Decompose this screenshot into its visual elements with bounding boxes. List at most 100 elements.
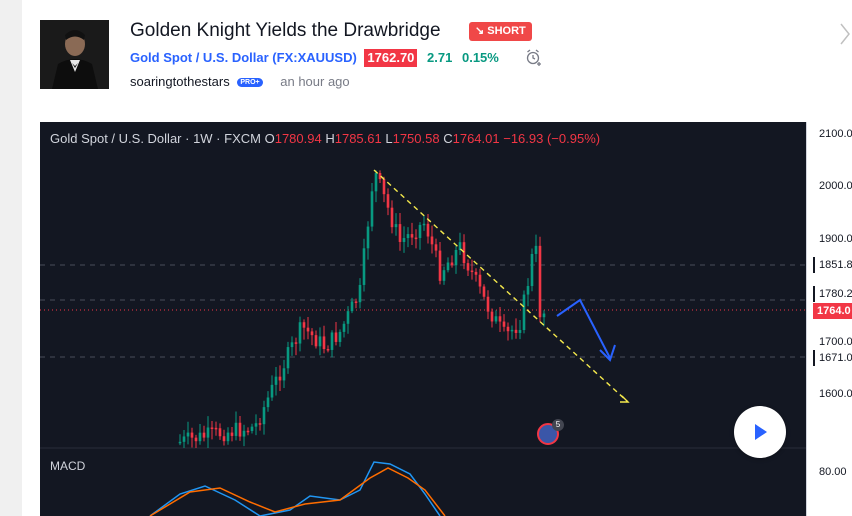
candle-body	[458, 242, 462, 251]
candle-body	[362, 248, 366, 285]
price-change-pct: 0.15%	[461, 50, 499, 65]
candle-body	[198, 432, 202, 442]
candle-body	[222, 436, 226, 442]
price-chart[interactable]: Gold Spot / U.S. Dollar · 1W · FXCM O178…	[40, 122, 852, 516]
candle-body	[454, 250, 458, 266]
candle-body	[234, 422, 238, 436]
play-button[interactable]	[734, 406, 786, 458]
author-name[interactable]: soaringtothestars	[130, 74, 230, 89]
candle-body	[438, 250, 442, 281]
projection-arrow[interactable]	[556, 298, 611, 359]
candle-body	[402, 238, 406, 242]
candle-body	[474, 271, 478, 275]
candle-body	[482, 286, 486, 297]
candle-body	[414, 237, 418, 240]
chevron-right-icon[interactable]	[838, 22, 852, 51]
candle-body	[506, 326, 510, 332]
symbol-row: Gold Spot / U.S. Dollar (FX:XAUUSD) 1762…	[130, 49, 499, 67]
signal-line	[149, 467, 446, 516]
candle-body	[246, 430, 250, 433]
candle-body	[178, 441, 182, 444]
candle-body	[298, 322, 302, 344]
alarm-clock-plus-icon[interactable]	[525, 48, 543, 71]
candle-body	[430, 236, 434, 245]
candle-body	[386, 194, 390, 208]
candle-body	[442, 270, 446, 281]
candle-body	[238, 422, 242, 437]
trendline[interactable]	[373, 169, 629, 403]
price-badge: 1762.70	[364, 49, 418, 67]
candle-body	[522, 294, 526, 331]
price-tag-level: 1851.8	[813, 257, 852, 273]
candle-body	[366, 226, 370, 249]
legend-change: −16.93 (−0.95%)	[503, 131, 601, 146]
short-badge-label: SHORT	[487, 25, 526, 37]
candle-body	[538, 245, 542, 318]
arrow-down-right-icon: ↘	[475, 25, 485, 37]
candle-body	[526, 286, 530, 295]
candle-body	[258, 423, 262, 425]
axis-tick: 1900.00	[819, 233, 852, 245]
candle-body	[342, 323, 346, 332]
candle-body	[514, 329, 518, 333]
candle-body	[338, 331, 342, 342]
candle-body	[490, 311, 494, 322]
candle-body	[314, 335, 318, 347]
candles-group	[178, 170, 546, 448]
play-icon	[755, 424, 767, 440]
price-tag-level: 1780.2	[813, 286, 852, 302]
candle-body	[486, 296, 490, 312]
trendline-arrowhead	[620, 395, 630, 403]
candle-body	[286, 347, 290, 369]
candle-body	[370, 191, 374, 227]
candle-body	[210, 427, 214, 430]
candle-body	[502, 321, 506, 327]
legend-o-label: O	[264, 131, 275, 146]
candle-body	[358, 284, 362, 303]
price-axis[interactable]: 2100.00 2000.00 1900.00 1700.00 1600.00 …	[806, 122, 852, 516]
candle-body	[330, 332, 334, 350]
legend-interval: 1W	[193, 131, 213, 146]
legend-low: 1750.58	[392, 131, 440, 146]
candle-body	[262, 407, 266, 425]
macd-indicator-label[interactable]: MACD	[50, 459, 86, 473]
projection-arrowhead	[599, 344, 616, 362]
candle-body	[270, 384, 274, 398]
candle-body	[282, 368, 286, 381]
candle-body	[194, 437, 198, 442]
candle-body	[398, 224, 402, 242]
candle-body	[250, 426, 254, 431]
candle-body	[410, 234, 414, 238]
axis-tick: 2000.00	[819, 180, 852, 192]
short-badge: ↘ SHORT	[469, 22, 532, 41]
legend-open: 1780.94	[274, 131, 322, 146]
idea-title[interactable]: Golden Knight Yields the Drawbridge	[130, 20, 441, 41]
author-avatar[interactable]	[40, 20, 109, 89]
candle-body	[530, 253, 534, 287]
candle-body	[446, 262, 450, 271]
candle-body	[202, 432, 206, 438]
candle-body	[274, 376, 278, 385]
candle-body	[214, 427, 218, 430]
candle-body	[346, 311, 350, 324]
candle-body	[322, 336, 326, 350]
axis-tick: 80.00	[819, 466, 847, 478]
last-price-tag: 1764.0	[813, 303, 852, 319]
axis-tick: 1600.00	[819, 388, 852, 400]
candle-body	[266, 397, 270, 408]
candle-body	[434, 244, 438, 251]
candle-body	[422, 223, 426, 226]
candle-body	[290, 342, 294, 348]
candle-body	[226, 432, 230, 442]
candle-body	[306, 327, 310, 332]
symbol-ticker[interactable]: (FX:XAUUSD)	[272, 50, 357, 65]
candle-body	[374, 173, 378, 192]
candle-body	[318, 336, 322, 347]
symbol-link[interactable]: Gold Spot / U.S. Dollar	[130, 50, 269, 65]
chart-canvas[interactable]	[40, 122, 806, 516]
candle-body	[498, 316, 502, 322]
left-rail	[0, 0, 23, 516]
candle-body	[470, 270, 474, 273]
candle-body	[406, 234, 410, 239]
legend-close: 1764.01	[452, 131, 500, 146]
